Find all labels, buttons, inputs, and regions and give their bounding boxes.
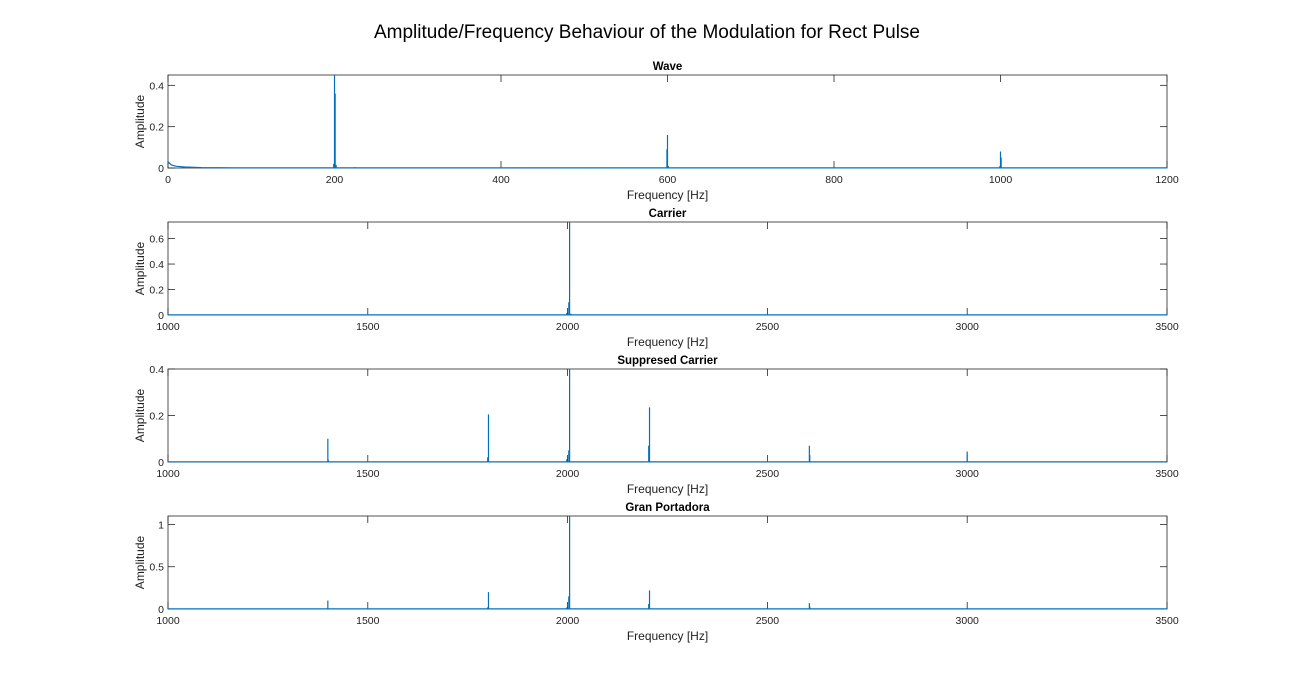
x-tick-label: 2000 bbox=[556, 615, 580, 627]
x-axis-label: Frequency [Hz] bbox=[627, 188, 708, 202]
x-tick-label: 3500 bbox=[1155, 321, 1179, 333]
gran-portadora-subplot: Gran Portadora 1000 1500 2000 2500 3000 3500 0 0… bbox=[133, 502, 1179, 643]
x-tick-label: 400 bbox=[492, 174, 510, 186]
x-tick-label: 0 bbox=[165, 174, 171, 186]
y-tick-label: 0.4 bbox=[149, 80, 164, 92]
y-tick-label: 0.2 bbox=[149, 122, 164, 134]
x-tick-label: 1000 bbox=[156, 321, 180, 333]
y-axis-label: Amplitude bbox=[133, 389, 147, 443]
x-tick-label: 1200 bbox=[1155, 174, 1179, 186]
x-axis-label: Frequency [Hz] bbox=[627, 482, 708, 496]
wave-subplot: Wave 0 200 400 600 800 1000 1200 0 0.2 0.4 Frequenc… bbox=[133, 61, 1179, 202]
x-tick-label: 2500 bbox=[756, 321, 780, 333]
y-tick-label: 0.2 bbox=[149, 411, 164, 423]
y-tick-label: 1 bbox=[158, 519, 164, 531]
x-tick-label: 200 bbox=[326, 174, 344, 186]
axes-box bbox=[167, 368, 1168, 463]
x-tick-label: 3500 bbox=[1155, 468, 1179, 480]
y-axis-label: Amplitude bbox=[133, 95, 147, 149]
subplot-title: Wave bbox=[653, 61, 683, 73]
x-tick-label: 1000 bbox=[156, 615, 180, 627]
axes-box bbox=[167, 221, 1168, 316]
x-tick-label: 3000 bbox=[956, 615, 980, 627]
suppresed-carrier-subplot: Suppresed Carrier 1000 1500 2000 2500 3000 350… bbox=[133, 355, 1179, 496]
y-tick-label: 0.5 bbox=[149, 562, 164, 574]
y-axis-label: Amplitude bbox=[133, 242, 147, 296]
x-tick-label: 3500 bbox=[1155, 615, 1179, 627]
x-tick-label: 2500 bbox=[756, 468, 780, 480]
y-tick-label: 0.2 bbox=[149, 285, 164, 297]
y-tick-label: 0.6 bbox=[149, 234, 164, 246]
x-tick-label: 2500 bbox=[756, 615, 780, 627]
subplot-title: Carrier bbox=[649, 208, 687, 220]
x-axis-label: Frequency [Hz] bbox=[627, 335, 708, 349]
y-tick-label: 0 bbox=[158, 457, 164, 469]
y-tick-label: 0 bbox=[158, 163, 164, 175]
subplot-title: Gran Portadora bbox=[625, 502, 710, 514]
x-tick-label: 1500 bbox=[356, 321, 380, 333]
x-tick-label: 2000 bbox=[556, 321, 580, 333]
x-tick-label: 1000 bbox=[989, 174, 1013, 186]
x-tick-label: 1000 bbox=[156, 468, 180, 480]
x-tick-label: 3000 bbox=[956, 468, 980, 480]
y-tick-label: 0.4 bbox=[149, 364, 164, 376]
y-tick-label: 0 bbox=[158, 604, 164, 616]
figure-title: Amplitude/Frequency Behaviour of the Mod… bbox=[373, 22, 921, 43]
x-tick-label: 1500 bbox=[356, 615, 380, 627]
carrier-subplot: Carrier 1000 1500 2000 2500 3000 3500 0 0.2 0.4 0.… bbox=[133, 208, 1179, 349]
x-tick-label: 800 bbox=[825, 174, 843, 186]
y-tick-label: 0.4 bbox=[149, 259, 164, 271]
x-axis-label: Frequency [Hz] bbox=[627, 629, 708, 643]
x-tick-label: 2000 bbox=[556, 468, 580, 480]
y-tick-label: 0 bbox=[158, 310, 164, 322]
x-tick-label: 600 bbox=[659, 174, 677, 186]
x-tick-label: 3000 bbox=[956, 321, 980, 333]
x-tick-label: 1500 bbox=[356, 468, 380, 480]
spectrum-line bbox=[167, 161, 1168, 169]
y-axis-label: Amplitude bbox=[133, 536, 147, 590]
axes-box bbox=[167, 515, 1168, 610]
subplot-title: Suppresed Carrier bbox=[617, 355, 718, 367]
